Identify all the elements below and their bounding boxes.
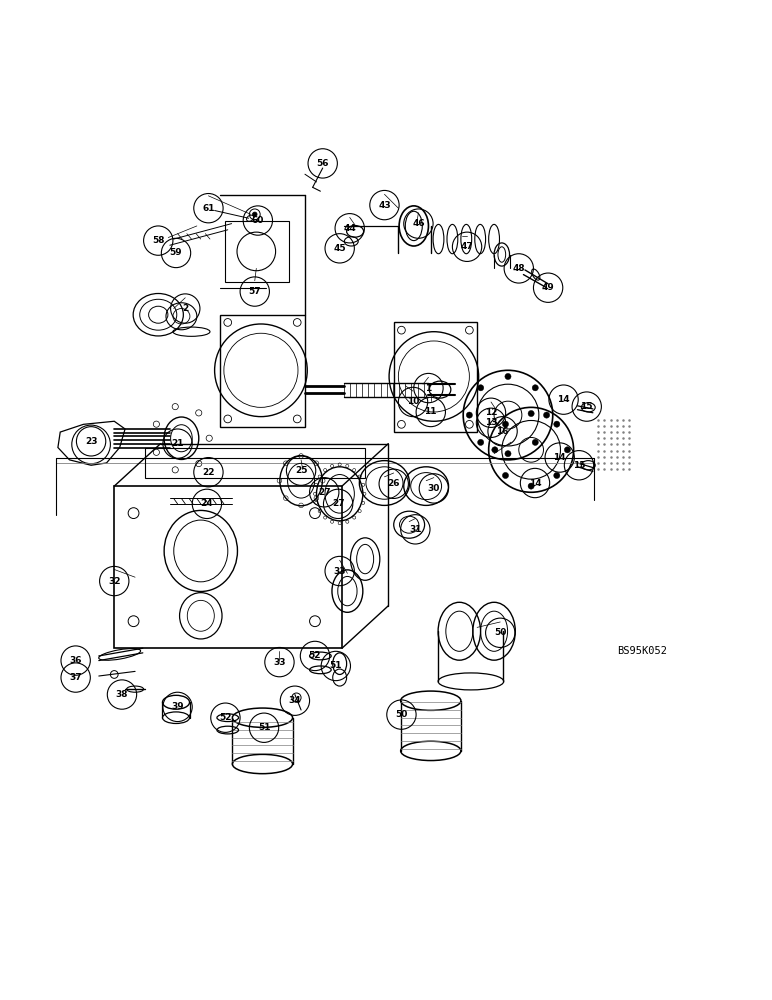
Text: 12: 12 <box>485 408 497 417</box>
Text: 38: 38 <box>116 690 128 699</box>
Text: 2: 2 <box>182 304 188 313</box>
Text: 43: 43 <box>378 201 391 210</box>
Bar <box>145 448 365 478</box>
Text: 27: 27 <box>318 488 330 497</box>
Text: 39: 39 <box>171 702 184 711</box>
Circle shape <box>492 447 498 453</box>
Circle shape <box>532 385 538 391</box>
Circle shape <box>478 439 484 445</box>
Text: 50: 50 <box>395 710 408 719</box>
Text: 36: 36 <box>69 656 82 665</box>
Circle shape <box>554 421 560 427</box>
Text: 1: 1 <box>425 384 432 393</box>
Text: 30: 30 <box>428 484 440 493</box>
Text: 14: 14 <box>557 395 570 404</box>
Text: 34: 34 <box>289 696 301 705</box>
Text: 45: 45 <box>334 244 346 253</box>
Text: 14: 14 <box>554 453 566 462</box>
Text: 37: 37 <box>69 673 82 682</box>
Text: 51: 51 <box>330 661 342 670</box>
Text: 60: 60 <box>252 216 264 225</box>
Text: 33: 33 <box>334 567 346 576</box>
Text: 57: 57 <box>249 287 261 296</box>
Text: 15: 15 <box>573 461 585 470</box>
Circle shape <box>252 212 257 217</box>
Text: 58: 58 <box>152 236 164 245</box>
Circle shape <box>503 421 509 427</box>
Circle shape <box>466 412 472 418</box>
Text: 10: 10 <box>407 397 419 406</box>
Text: 46: 46 <box>412 219 425 228</box>
Circle shape <box>505 373 511 380</box>
Text: 49: 49 <box>542 283 554 292</box>
Circle shape <box>532 439 538 445</box>
Circle shape <box>505 451 511 457</box>
Text: 27: 27 <box>332 499 344 508</box>
Text: 11: 11 <box>425 407 437 416</box>
Text: 52: 52 <box>309 651 321 660</box>
Circle shape <box>503 472 509 479</box>
Text: 14: 14 <box>529 479 541 488</box>
Text: BS95K052: BS95K052 <box>618 646 668 656</box>
Text: 61: 61 <box>202 204 215 213</box>
Text: 26: 26 <box>388 479 400 488</box>
Text: 50: 50 <box>494 628 506 637</box>
Text: 21: 21 <box>171 439 184 448</box>
Text: 32: 32 <box>108 577 120 586</box>
Circle shape <box>528 483 534 489</box>
Bar <box>114 486 342 648</box>
Text: 31: 31 <box>409 525 422 534</box>
Text: 33: 33 <box>273 658 286 667</box>
Text: 23: 23 <box>85 437 97 446</box>
Text: 22: 22 <box>202 468 215 477</box>
Text: 48: 48 <box>513 264 525 273</box>
Circle shape <box>554 472 560 479</box>
Text: 44: 44 <box>344 224 356 233</box>
Text: 25: 25 <box>295 466 307 475</box>
Text: 56: 56 <box>317 159 329 168</box>
Circle shape <box>528 410 534 417</box>
Text: 15: 15 <box>581 402 593 411</box>
Text: 47: 47 <box>461 242 473 251</box>
Circle shape <box>543 412 550 418</box>
Text: 16: 16 <box>496 427 509 436</box>
Text: 59: 59 <box>170 248 182 257</box>
Circle shape <box>478 385 484 391</box>
Text: 52: 52 <box>219 713 232 722</box>
Text: 13: 13 <box>485 418 497 427</box>
Text: 51: 51 <box>258 723 270 732</box>
Circle shape <box>564 447 571 453</box>
Text: 24: 24 <box>201 499 213 508</box>
